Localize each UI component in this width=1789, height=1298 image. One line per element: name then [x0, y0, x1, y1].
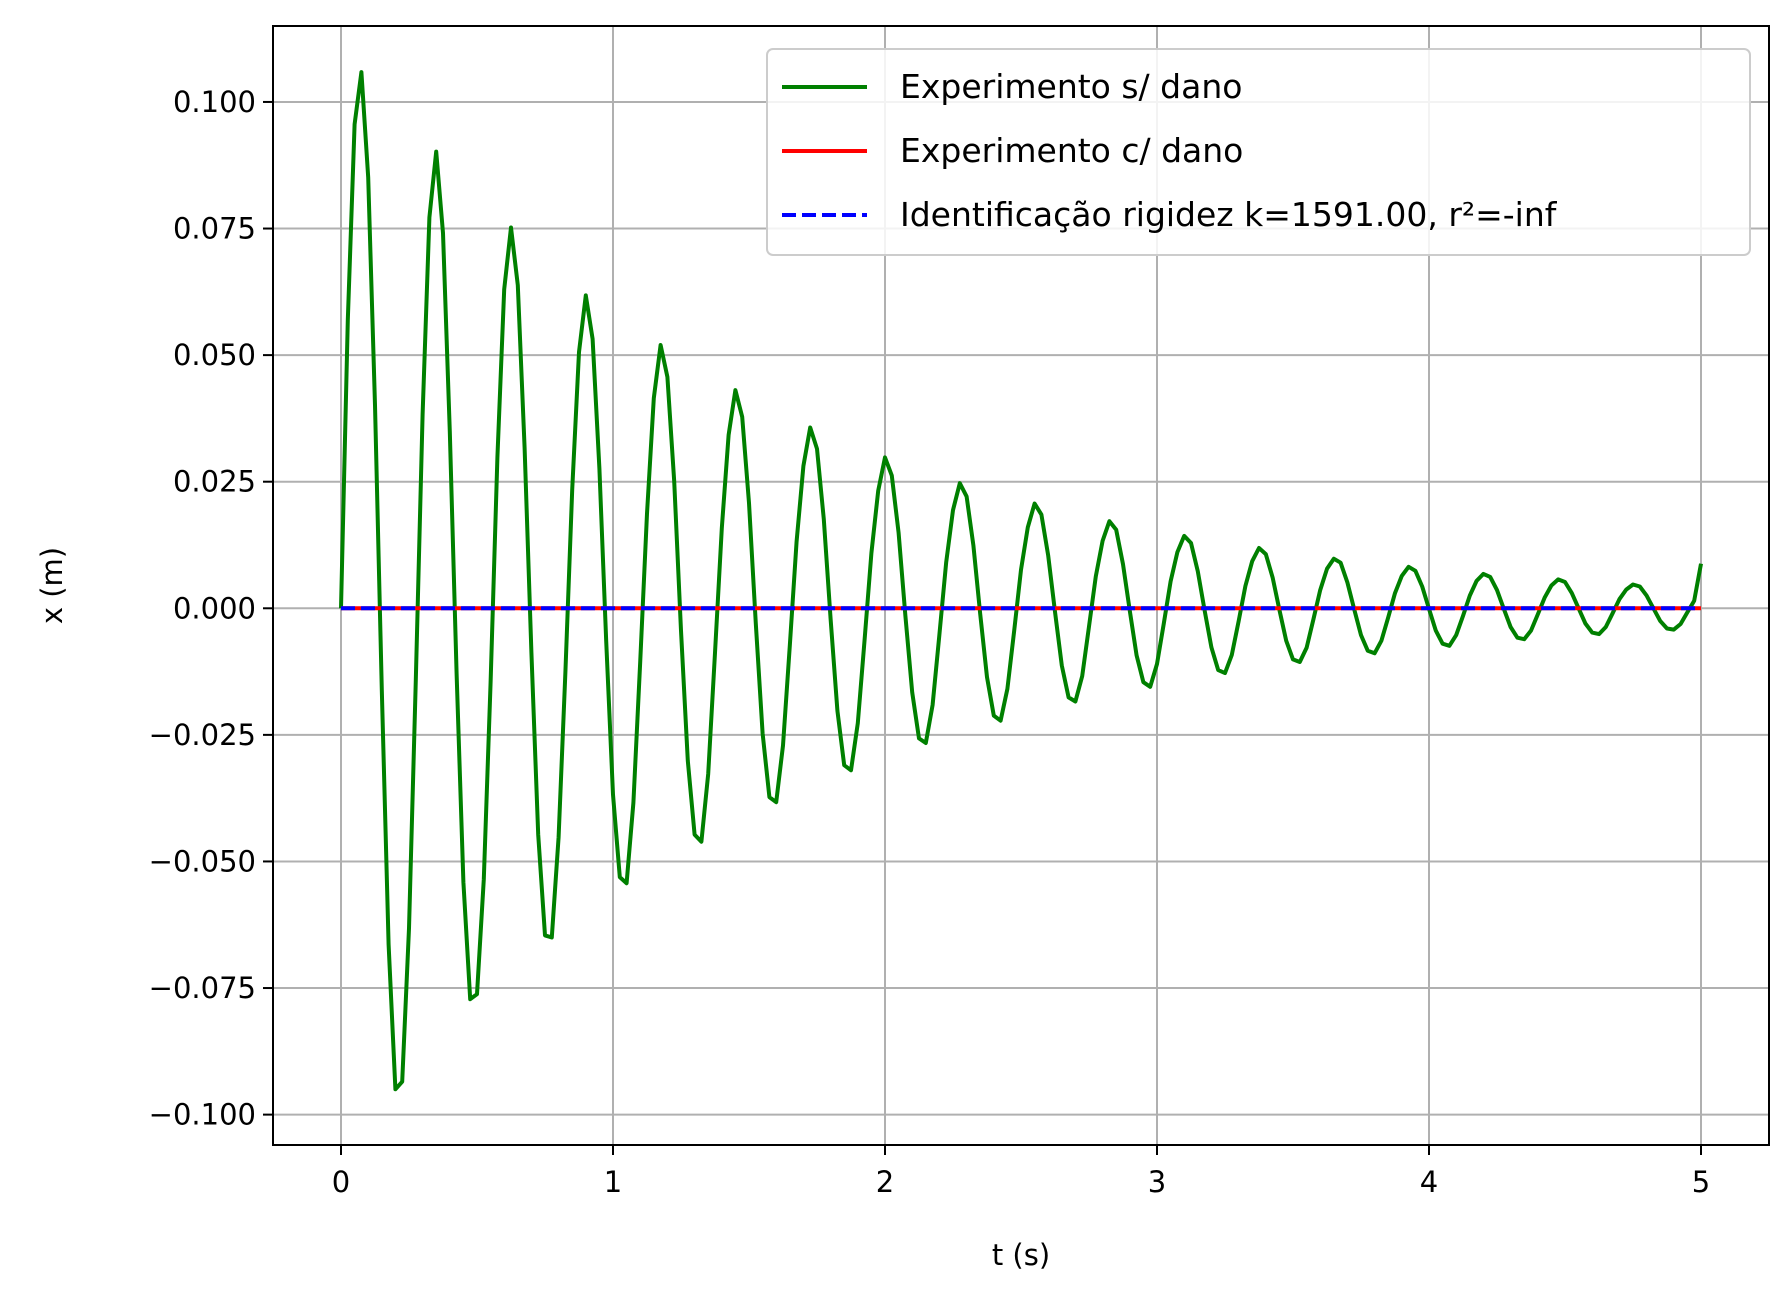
- y-tick-label: −0.050: [149, 844, 256, 878]
- series-line-0: [339, 70, 1703, 1092]
- legend-label-2: Identificação rigidez k=1591.00, r²=-inf: [900, 195, 1558, 234]
- x-tick-label: 3: [1148, 1165, 1166, 1199]
- legend-label-0: Experimento s/ dano: [900, 67, 1242, 106]
- x-tick-label: 2: [876, 1165, 894, 1199]
- x-tick-label: 1: [604, 1165, 622, 1199]
- y-tick-label: 0.000: [173, 591, 256, 625]
- plot-frame: [272, 25, 1770, 1146]
- y-tick-label: 0.050: [173, 338, 256, 372]
- y-tick-label: −0.100: [149, 1098, 256, 1132]
- ticks: 0 1 2 3 4 5 −0.100 −0.075 −0.050 −0.025 0.000 0.025…: [149, 85, 1711, 1199]
- x-tick-label: 4: [1420, 1165, 1438, 1199]
- y-tick-label: 0.025: [173, 465, 256, 499]
- legend: Experimento s/ dano Experimento c/ dano Id…: [766, 48, 1751, 256]
- y-tick-label: −0.075: [149, 971, 256, 1005]
- y-tick-label: 0.100: [173, 85, 256, 119]
- x-tick-label: 5: [1692, 1165, 1710, 1199]
- x-axis-label: t (s): [992, 1238, 1050, 1272]
- legend-label-1: Experimento c/ dano: [900, 131, 1243, 170]
- y-tick-label: −0.025: [149, 718, 256, 752]
- y-tick-label: 0.075: [173, 212, 256, 246]
- y-axis-label: x (m): [35, 547, 69, 624]
- series-layer: [339, 70, 1703, 1092]
- legend-box: [766, 48, 1751, 256]
- x-tick-label: 0: [332, 1165, 350, 1199]
